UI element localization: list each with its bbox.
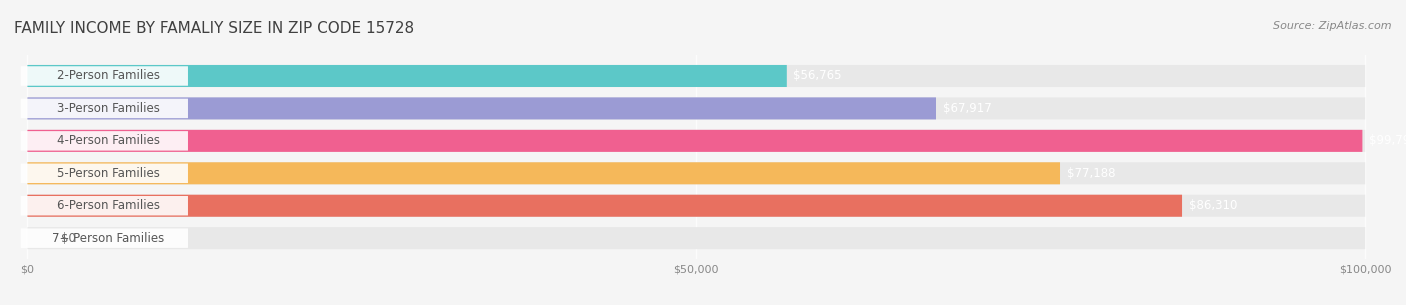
Text: 7+ Person Families: 7+ Person Families (52, 232, 165, 245)
Text: $77,188: $77,188 (1067, 167, 1115, 180)
Text: FAMILY INCOME BY FAMALIY SIZE IN ZIP CODE 15728: FAMILY INCOME BY FAMALIY SIZE IN ZIP COD… (14, 21, 415, 36)
Text: $99,792: $99,792 (1369, 135, 1406, 147)
Text: $0: $0 (60, 232, 76, 245)
FancyBboxPatch shape (28, 97, 936, 120)
FancyBboxPatch shape (21, 163, 188, 183)
FancyBboxPatch shape (28, 162, 1060, 184)
FancyBboxPatch shape (21, 66, 188, 86)
Text: 2-Person Families: 2-Person Families (56, 70, 160, 82)
Text: $86,310: $86,310 (1188, 199, 1237, 212)
FancyBboxPatch shape (28, 195, 1182, 217)
FancyBboxPatch shape (21, 131, 188, 151)
FancyBboxPatch shape (28, 130, 1362, 152)
FancyBboxPatch shape (28, 65, 787, 87)
FancyBboxPatch shape (28, 97, 1365, 120)
FancyBboxPatch shape (28, 162, 1365, 184)
FancyBboxPatch shape (28, 227, 1365, 249)
Text: 4-Person Families: 4-Person Families (56, 135, 160, 147)
Text: Source: ZipAtlas.com: Source: ZipAtlas.com (1274, 21, 1392, 31)
Text: $67,917: $67,917 (942, 102, 991, 115)
FancyBboxPatch shape (21, 228, 188, 248)
Text: $56,765: $56,765 (793, 70, 842, 82)
FancyBboxPatch shape (28, 195, 1365, 217)
Text: 6-Person Families: 6-Person Families (56, 199, 160, 212)
FancyBboxPatch shape (28, 65, 1365, 87)
FancyBboxPatch shape (28, 130, 1365, 152)
Text: 5-Person Families: 5-Person Families (56, 167, 160, 180)
FancyBboxPatch shape (21, 99, 188, 118)
Text: 3-Person Families: 3-Person Families (56, 102, 160, 115)
FancyBboxPatch shape (21, 196, 188, 215)
